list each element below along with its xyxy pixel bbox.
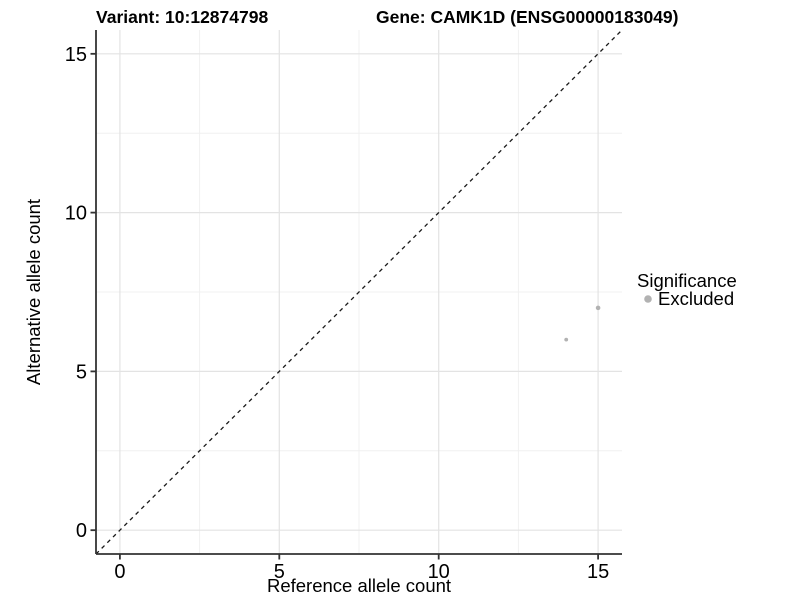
legend-label-excluded: Excluded — [658, 288, 734, 309]
y-tick-label: 15 — [65, 44, 87, 66]
x-tick-label: 0 — [114, 561, 125, 583]
legend-title: Significance — [637, 270, 737, 291]
identity-reference-line — [95, 29, 623, 555]
x-tick-label: 5 — [274, 561, 285, 583]
y-tick-label: 0 — [76, 520, 87, 542]
plot-area: 0 5 10 15 0 5 10 15 — [65, 29, 623, 583]
x-tick-label: 10 — [428, 561, 450, 583]
y-tick-label: 5 — [76, 361, 87, 383]
legend-key-excluded-dot — [644, 295, 652, 303]
data-point — [595, 305, 601, 311]
gene-title: Gene: CAMK1D (ENSG00000183049) — [376, 7, 679, 27]
legend: Significance Excluded — [637, 270, 737, 309]
x-tick-label: 15 — [587, 561, 609, 583]
y-axis-title: Alternative allele count — [23, 199, 44, 385]
data-point — [564, 337, 569, 342]
y-tick-label: 10 — [65, 203, 87, 225]
variant-title: Variant: 10:12874798 — [96, 7, 268, 27]
x-axis-title: Reference allele count — [267, 575, 451, 596]
